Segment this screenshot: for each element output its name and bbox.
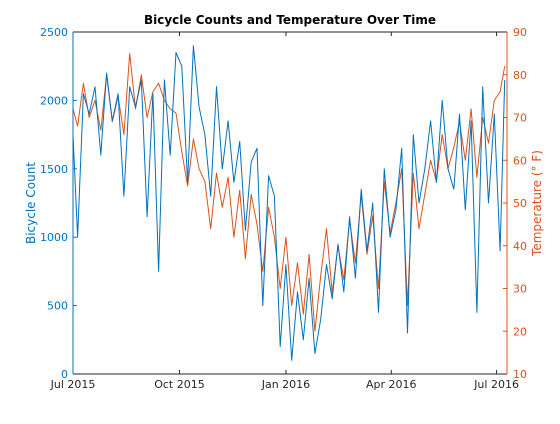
temperature-series-line <box>72 52 506 332</box>
left-y-tick-label: 2000 <box>40 94 68 107</box>
bicycle-count-series-line <box>72 45 506 361</box>
plot-area <box>73 32 507 374</box>
x-tick-label: Jul 2015 <box>50 378 96 391</box>
right-y-tick-label: 10 <box>513 368 527 381</box>
axes-lines <box>72 31 508 375</box>
x-axis-ticks: Jul 2015 Oct 2015 Jan 2016 Apr 2016 Jul 2016 <box>50 32 519 391</box>
chart-title: Bicycle Counts and Temperature Over Time <box>144 13 436 27</box>
left-y-tick-label: 500 <box>47 300 68 313</box>
right-y-axis-label: Temperature (° F) <box>530 150 544 257</box>
x-tick-label: Oct 2015 <box>154 378 205 391</box>
left-y-axis-ticks: 0 500 1000 1500 2000 2500 <box>40 26 77 381</box>
right-y-tick-label: 80 <box>513 69 527 82</box>
right-y-tick-label: 50 <box>513 197 527 210</box>
left-y-tick-label: 2500 <box>40 26 68 39</box>
left-y-tick-label: 1500 <box>40 163 68 176</box>
x-tick-label: Jan 2016 <box>261 378 310 391</box>
right-y-tick-label: 30 <box>513 283 527 296</box>
right-y-tick-label: 60 <box>513 154 527 167</box>
right-y-axis-ticks: 10 20 30 40 50 60 70 80 90 <box>503 26 527 381</box>
x-tick-label: Apr 2016 <box>366 378 417 391</box>
right-y-tick-label: 40 <box>513 240 527 253</box>
left-y-tick-label: 0 <box>61 368 68 381</box>
x-tick-label: Jul 2016 <box>473 378 519 391</box>
left-y-tick-label: 1000 <box>40 231 68 244</box>
series-layer <box>72 45 506 361</box>
right-y-tick-label: 70 <box>513 112 527 125</box>
right-y-tick-label: 20 <box>513 325 527 338</box>
right-y-tick-label: 90 <box>513 26 527 39</box>
left-y-axis-label: Bicycle Count <box>24 162 38 244</box>
